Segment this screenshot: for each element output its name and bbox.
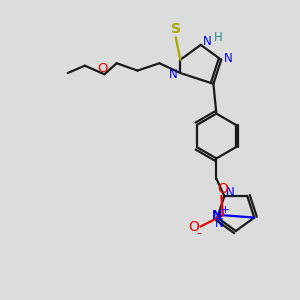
Text: -: - <box>196 226 201 240</box>
Text: O: O <box>98 62 108 75</box>
Text: N: N <box>169 68 177 81</box>
Text: N: N <box>212 209 223 222</box>
Text: +: + <box>221 205 230 215</box>
Text: O: O <box>188 220 200 234</box>
Text: N: N <box>225 186 234 199</box>
Text: N: N <box>214 217 223 230</box>
Text: N: N <box>224 52 232 65</box>
Text: N: N <box>203 35 212 48</box>
Text: H: H <box>214 31 223 44</box>
Text: O: O <box>218 182 228 196</box>
Text: S: S <box>171 22 181 36</box>
